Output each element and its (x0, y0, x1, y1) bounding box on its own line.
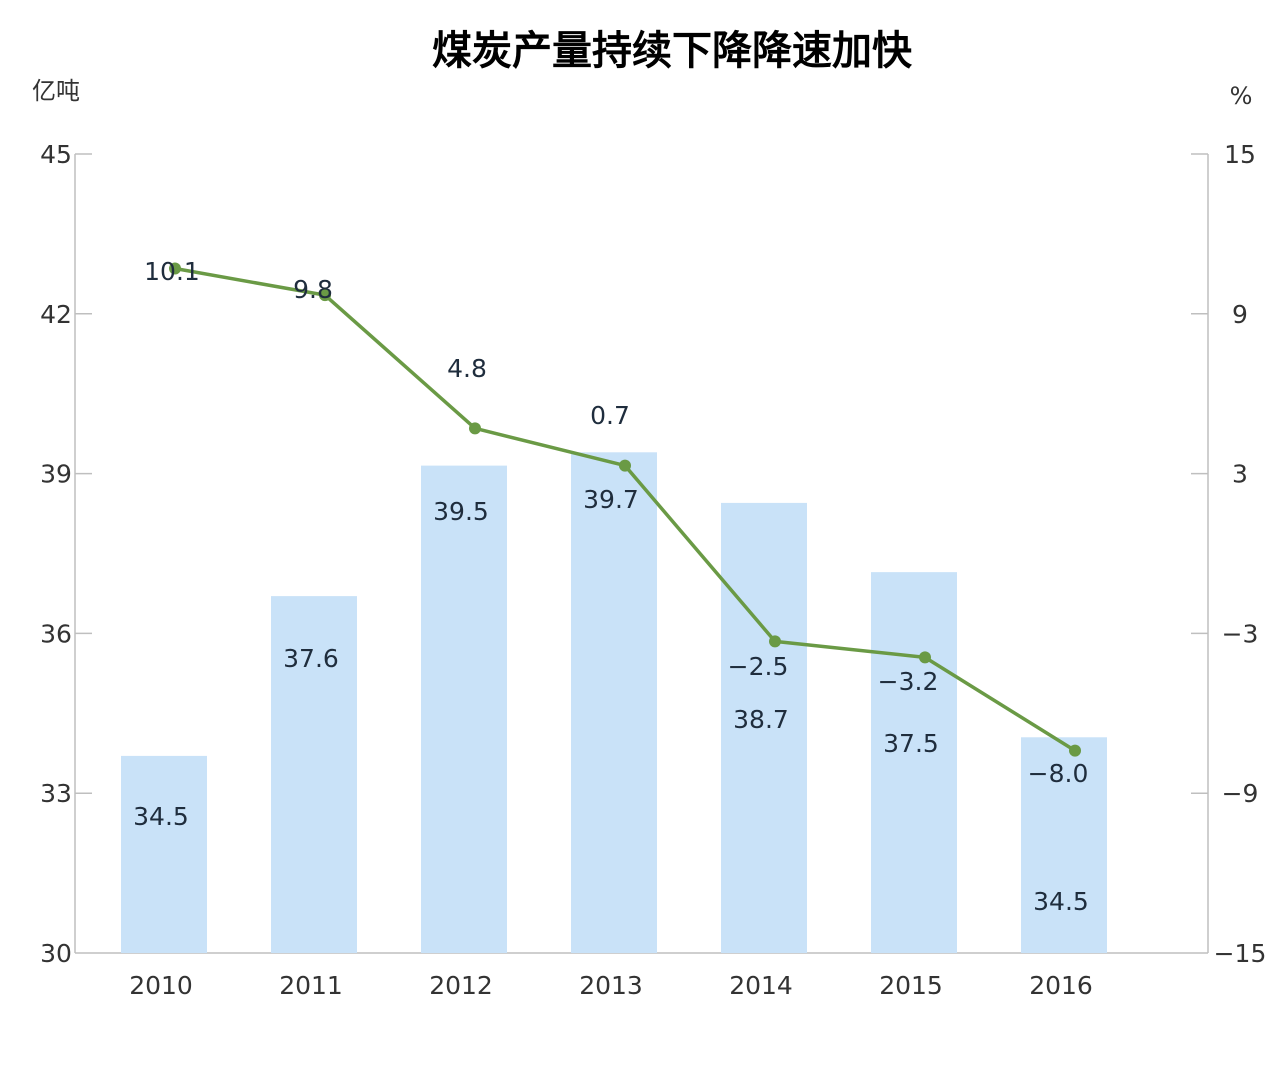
bar (1021, 737, 1107, 953)
left-tick-label: 39 (40, 460, 72, 489)
bar-value-label: 37.5 (883, 729, 939, 758)
line-value-label: 4.8 (447, 354, 487, 383)
line-point (169, 262, 181, 275)
bar-value-label: 34.5 (1033, 887, 1089, 916)
right-tick-label: 9 (1232, 300, 1248, 329)
right-tick-label: 15 (1224, 140, 1256, 169)
line-point (469, 422, 481, 435)
right-tick-label: −3 (1222, 619, 1259, 648)
x-tick-label: 2010 (129, 971, 193, 1000)
right-tick-label: −15 (1214, 939, 1267, 968)
bar-value-label: 34.5 (133, 802, 189, 831)
line-value-label: −3.2 (878, 667, 939, 696)
line-series (169, 262, 1081, 757)
line-point (919, 651, 931, 664)
left-tick-label: 33 (40, 779, 72, 808)
bar (271, 596, 357, 953)
chart-title: 煤炭产量持续下降降速加快 (432, 28, 913, 74)
bar-value-label: 37.6 (283, 644, 339, 673)
line-value-label: 10.1 (144, 257, 200, 286)
bar (421, 465, 507, 953)
x-tick-label: 2011 (279, 971, 343, 1000)
right-axis-unit: % (1230, 82, 1253, 110)
x-tick-label: 2012 (429, 971, 493, 1000)
x-tick-label: 2013 (579, 971, 643, 1000)
left-tick-label: 36 (40, 619, 72, 648)
x-tick-label: 2014 (729, 971, 793, 1000)
right-tick-label: −9 (1222, 779, 1259, 808)
right-tick-label: 3 (1232, 460, 1248, 489)
x-tick-label: 2015 (879, 971, 943, 1000)
x-tick-label: 2016 (1029, 971, 1093, 1000)
bar-value-label: 39.7 (583, 485, 639, 514)
line-point (319, 289, 331, 302)
bar (721, 502, 807, 953)
line-point (1069, 744, 1081, 757)
line-point (769, 635, 781, 648)
left-tick-label: 30 (40, 939, 72, 968)
left-tick-label: 45 (40, 140, 72, 169)
data-labels: 34.5 37.6 39.5 39.7 38.7 37.5 34.5 10.1 9.8 4.8 0.… (133, 257, 1089, 916)
bar-value-label: 38.7 (733, 705, 789, 734)
line-value-label: 0.7 (590, 401, 630, 430)
line-value-label: 9.8 (293, 275, 333, 304)
bar-series (121, 452, 1107, 953)
line-value-label: −8.0 (1028, 759, 1089, 788)
bar (571, 452, 657, 953)
line-value-label: −2.5 (728, 652, 789, 681)
left-axis-unit: 亿吨 (32, 77, 80, 105)
bar-value-label: 39.5 (433, 497, 489, 526)
bar (121, 755, 207, 953)
left-tick-label: 42 (40, 300, 72, 329)
bar (871, 572, 957, 953)
line-point (619, 459, 631, 472)
